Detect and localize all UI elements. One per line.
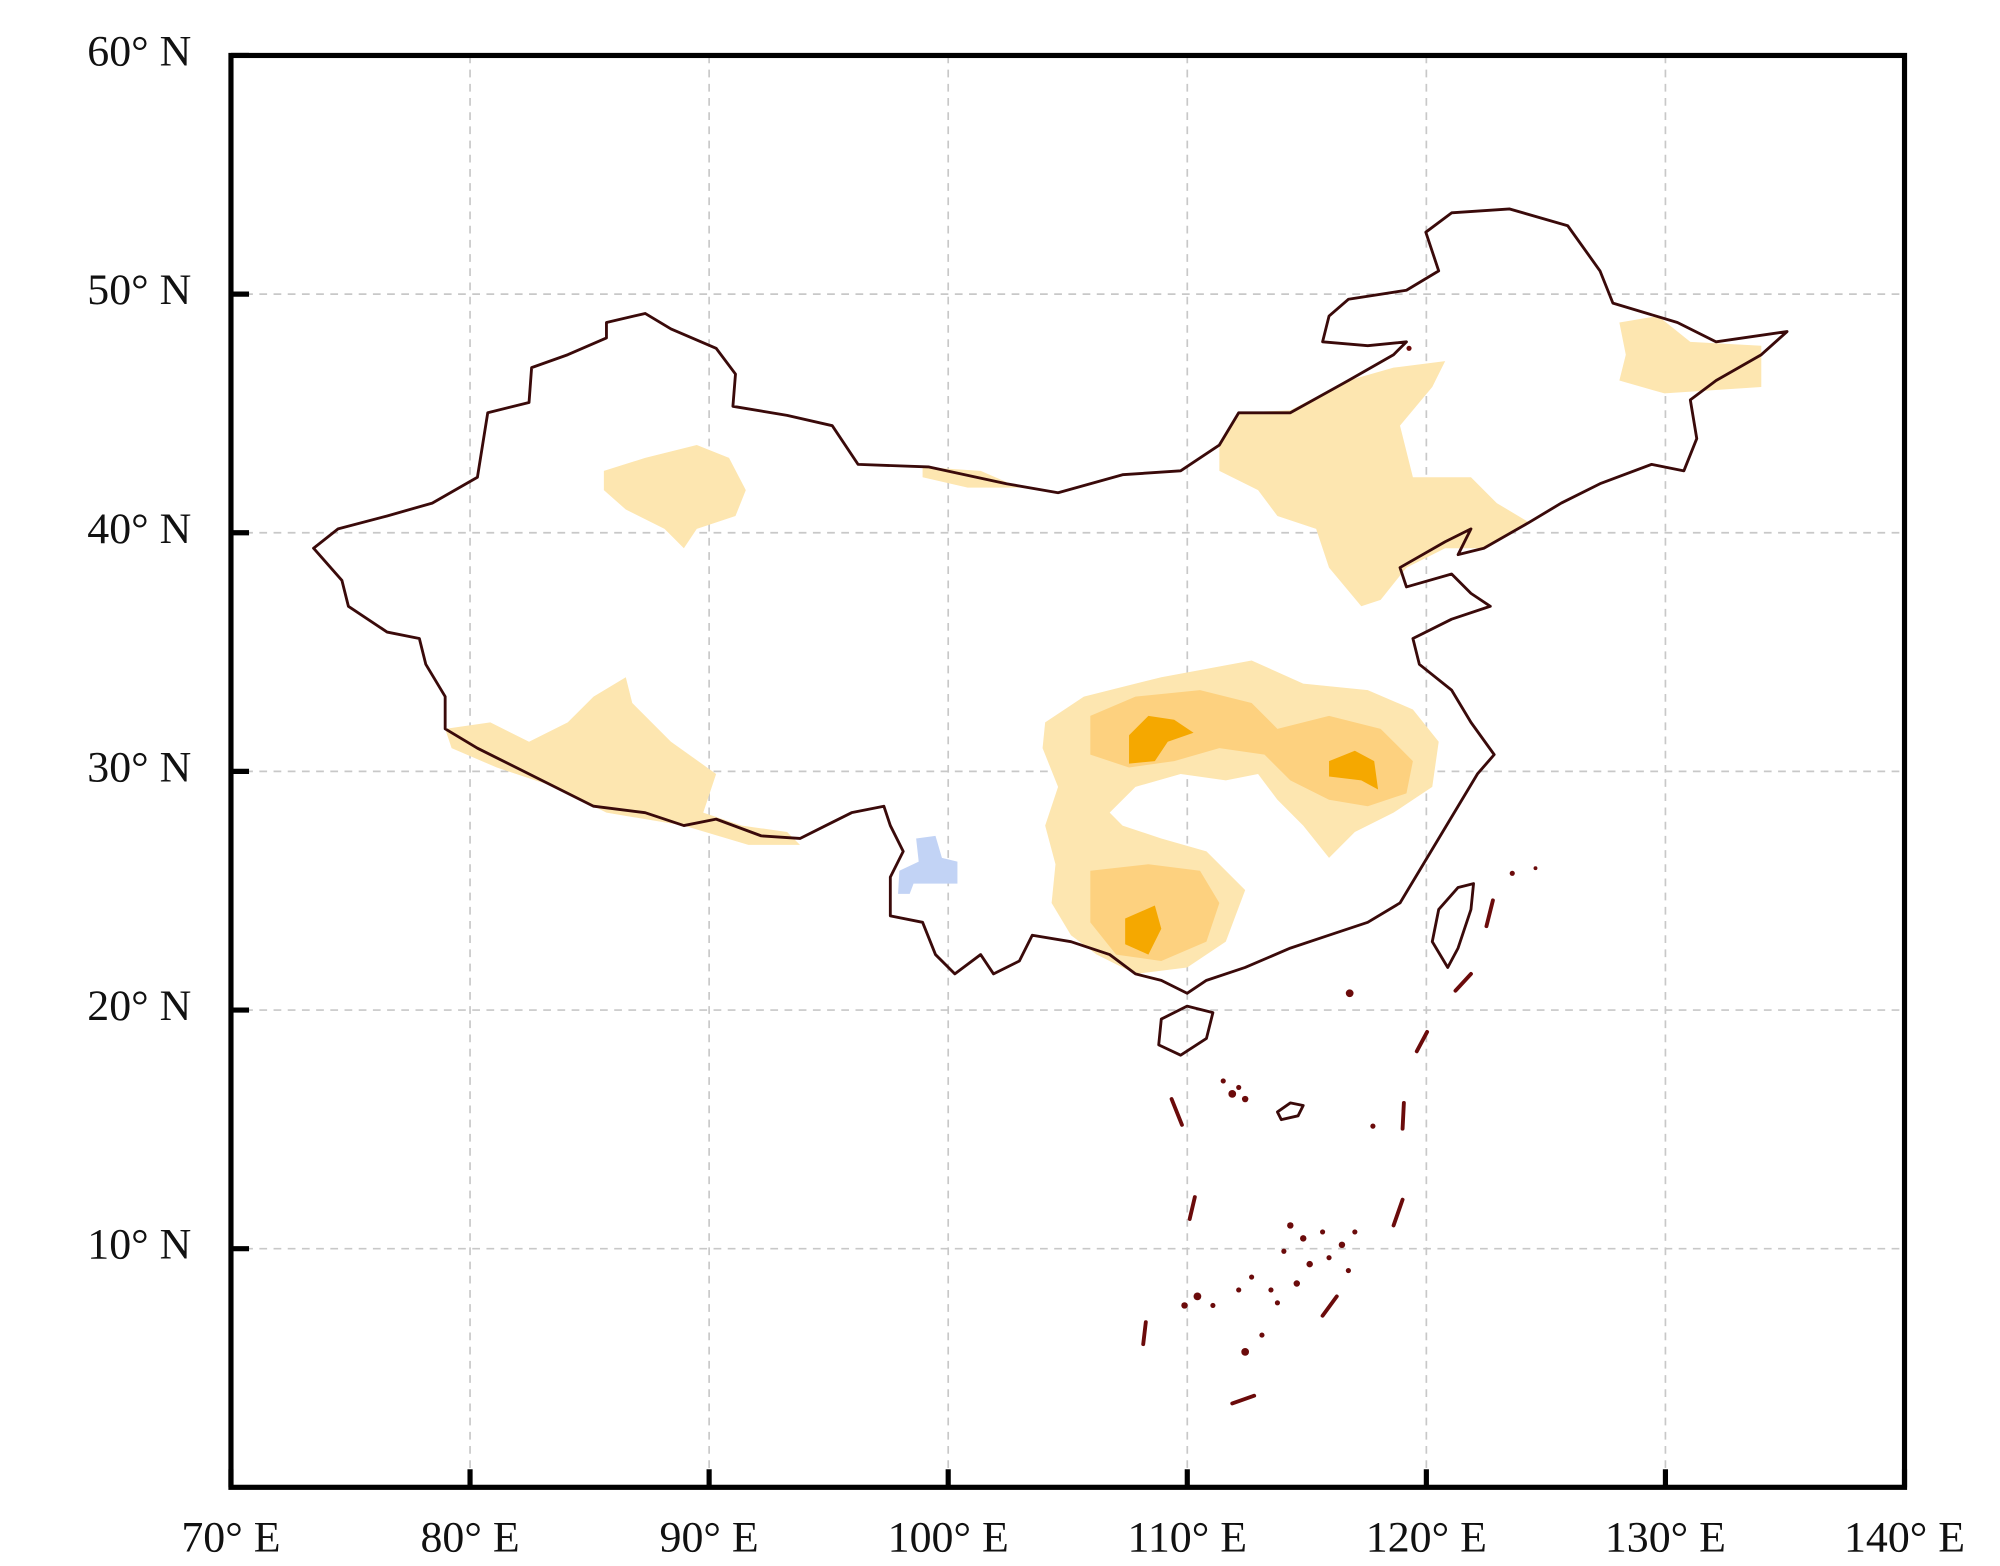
x-tick-label: 140° E bbox=[1844, 1514, 1965, 1562]
patch bbox=[603, 445, 746, 549]
patch bbox=[1219, 361, 1530, 607]
dash-line bbox=[1187, 1195, 1197, 1221]
dash-line bbox=[1391, 1197, 1405, 1228]
islands bbox=[1181, 345, 1538, 1356]
dash-line bbox=[1400, 1100, 1406, 1131]
coastline bbox=[312, 207, 1789, 995]
y-tick-label: 10° N bbox=[87, 1221, 191, 1269]
dash-line bbox=[1453, 971, 1473, 993]
patch bbox=[898, 835, 958, 894]
dash-line bbox=[1230, 1393, 1257, 1406]
patch bbox=[445, 677, 800, 845]
hainan bbox=[1157, 1004, 1215, 1057]
map-layer bbox=[312, 207, 1789, 1406]
dash-line bbox=[1484, 898, 1495, 929]
x-tick-label: 70° E bbox=[181, 1514, 280, 1562]
dash-line bbox=[1320, 1294, 1339, 1318]
shading bbox=[445, 316, 1762, 974]
taiwan bbox=[1430, 882, 1475, 969]
patch bbox=[1329, 750, 1379, 790]
y-tick-label: 30° N bbox=[87, 743, 191, 791]
x-tick-label: 120° E bbox=[1366, 1514, 1487, 1562]
south-sea bbox=[1141, 345, 1538, 1406]
dash-line bbox=[1414, 1030, 1430, 1054]
x-tick-label: 130° E bbox=[1605, 1514, 1726, 1562]
patch bbox=[1129, 715, 1194, 764]
x-tick-label: 90° E bbox=[660, 1514, 759, 1562]
x-tick-label: 100° E bbox=[888, 1514, 1009, 1562]
y-tick-label: 60° N bbox=[87, 28, 191, 76]
x-tick-label: 110° E bbox=[1128, 1514, 1247, 1562]
y-tick-label: 40° N bbox=[87, 505, 191, 553]
patch bbox=[1090, 690, 1413, 807]
patch bbox=[1125, 905, 1162, 955]
island bbox=[1276, 1101, 1305, 1122]
y-tick-label: 20° N bbox=[87, 982, 191, 1030]
x-tick-label: 80° E bbox=[420, 1514, 519, 1562]
y-tick-label: 50° N bbox=[87, 266, 191, 314]
dash-line bbox=[1169, 1097, 1184, 1127]
dash-line bbox=[1141, 1320, 1148, 1347]
